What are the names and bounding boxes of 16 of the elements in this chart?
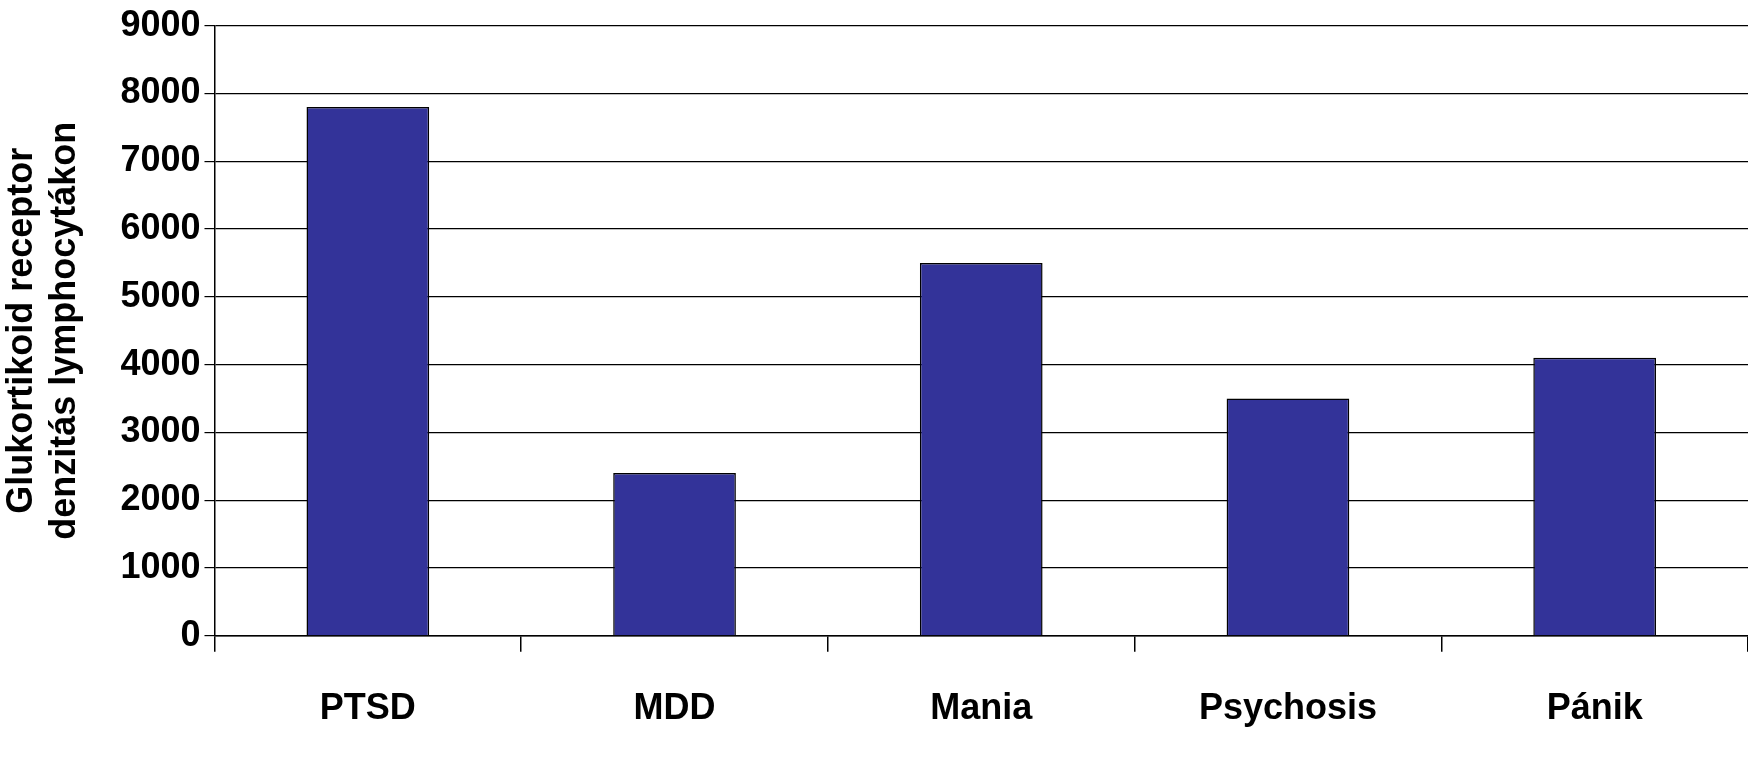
- y-tick-label: 1000: [120, 544, 201, 586]
- x-tick-label: Mania: [930, 686, 1034, 728]
- y-tick-label: 8000: [120, 70, 201, 112]
- x-tick-label: Psychosis: [1198, 686, 1377, 728]
- x-tick-label: PTSD: [319, 686, 416, 728]
- y-tick-label: 5000: [120, 273, 201, 315]
- y-tick-label: 2000: [120, 477, 201, 519]
- y-tick-label: 3000: [120, 409, 201, 451]
- y-tick-label: 7000: [120, 138, 201, 180]
- y-tick-label: 9000: [120, 2, 201, 44]
- y-axis-title: Glukortikoid receptor denzitás lymphocytákon: [0, 121, 83, 540]
- y-tick-label: 6000: [120, 205, 201, 247]
- x-tick-label: Pánik: [1546, 686, 1644, 728]
- x-tick-label: MDD: [633, 686, 716, 728]
- y-tick-label: 0: [180, 612, 201, 654]
- y-tick-label: 4000: [120, 341, 201, 383]
